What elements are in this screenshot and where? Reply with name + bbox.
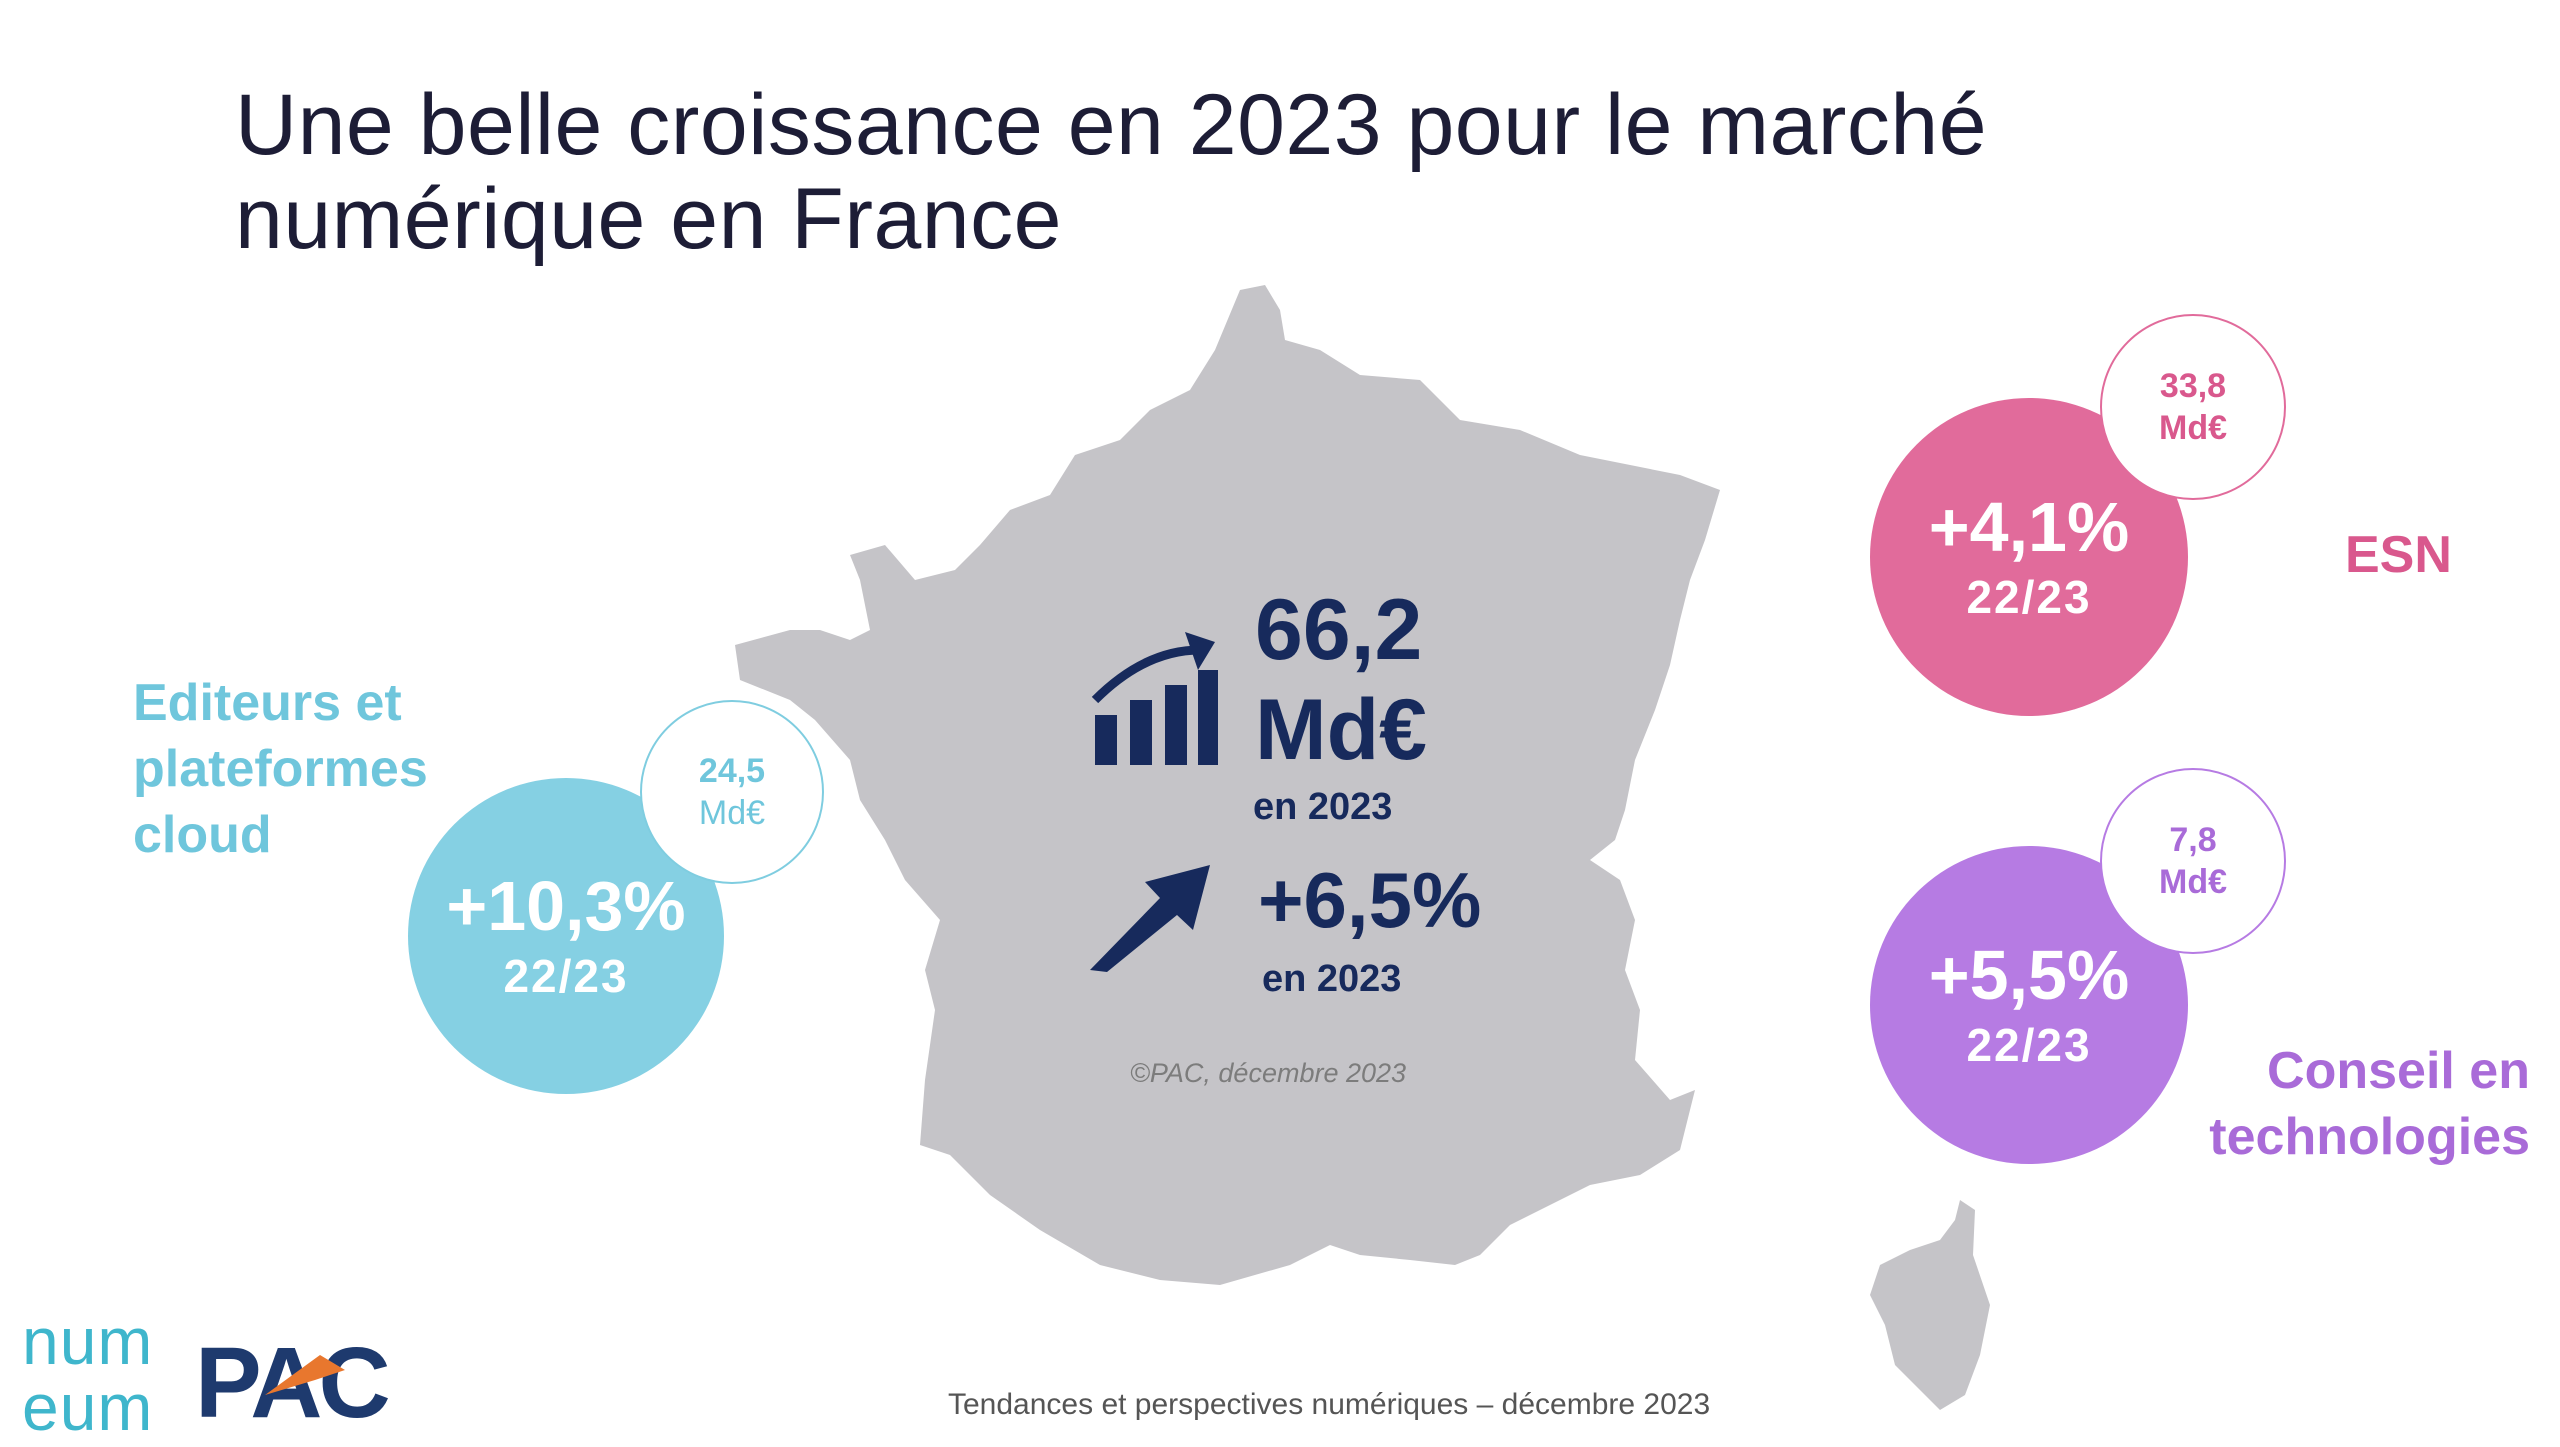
label-line: plateformes [133,740,428,798]
label-line: Editeurs et [133,674,402,732]
footer-note: Tendances et perspectives numériques – d… [948,1388,1711,1421]
segment-unit: Md€ [698,794,766,832]
logo-line: eum [22,1370,154,1444]
segment-unit: Md€ [2159,863,2227,901]
segment-label-conseil: Conseil en technologies [2140,1038,2530,1170]
logo-line: num [22,1304,154,1378]
france-map [735,285,1720,1285]
value-circle-esn: 33,8 Md€ [2100,314,2286,500]
growth-period: 22/23 [503,950,629,1002]
total-market-value: 66,2 Md€ [1255,580,1427,780]
bar-chart-growth-icon [1091,632,1218,765]
segment-label-esn: ESN [2345,526,2452,584]
segment-value: 7,8 [2169,821,2217,859]
pac-logo: PAC [195,1327,392,1435]
arrow-up-right-icon [1090,865,1210,972]
label-line: cloud [133,806,272,864]
total-value: 66,2 [1255,582,1423,678]
value-circle-conseil: 7,8 Md€ [2100,768,2286,954]
growth-caption: en 2023 [1262,958,1402,1000]
segment-unit: Md€ [2159,409,2227,447]
growth-period: 22/23 [1966,1019,2092,1071]
page-title: Une belle croissance en 2023 pour le mar… [235,77,1988,267]
france-mainland-shape [735,285,1720,1285]
total-caption: en 2023 [1253,786,1393,828]
numeum-logo: num eum [22,1308,153,1440]
segment-value: 33,8 [2159,367,2227,405]
growth-value: +5,5% [1928,936,2130,1014]
growth-value: +10,3% [446,867,686,945]
copyright-note: ©PAC, décembre 2023 [1130,1058,1407,1088]
growth-period: 22/23 [1966,571,2092,623]
total-unit: Md€ [1255,682,1427,778]
segment-value: 24,5 [698,752,766,790]
total-growth: +6,5% [1258,856,1482,944]
segment-label-editeurs: Editeurs et plateformes cloud [133,670,428,868]
label-line: Conseil en [2267,1042,2530,1100]
growth-value: +4,1% [1928,488,2130,566]
value-circle-editeurs: 24,5 Md€ [640,700,824,884]
corsica-shape [1870,1200,1990,1410]
label-line: technologies [2209,1108,2530,1166]
